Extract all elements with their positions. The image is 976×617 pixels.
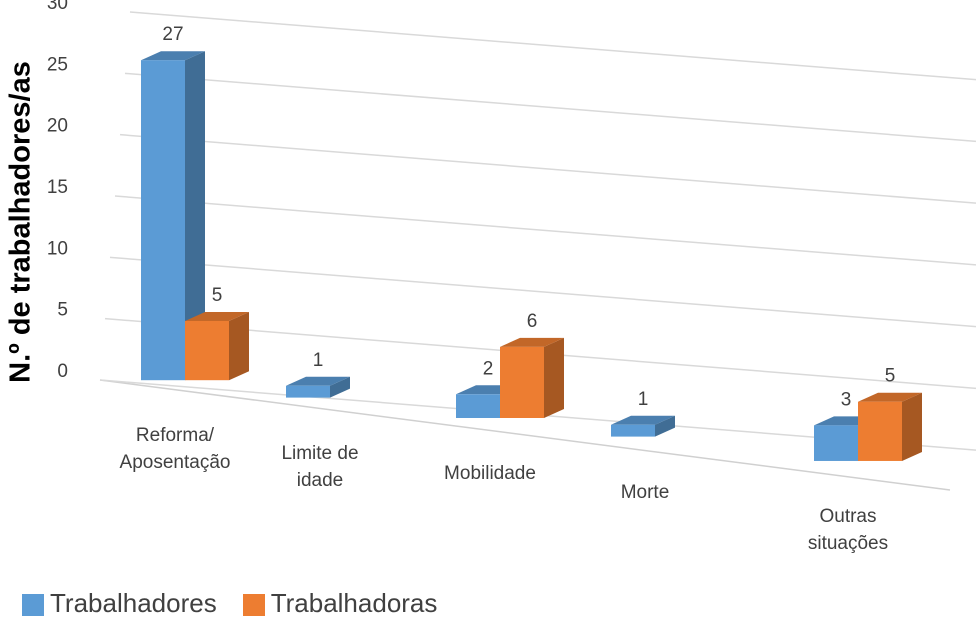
data-label: 3 (841, 389, 852, 410)
bar-side (185, 51, 205, 381)
legend-label: Trabalhadores (50, 588, 217, 617)
bar-side (229, 311, 249, 381)
data-label: 27 (162, 24, 183, 45)
bar-front (456, 394, 500, 418)
y-tick-label: 10 (47, 238, 68, 259)
bar-top (858, 392, 922, 402)
bar (858, 392, 922, 461)
bar (611, 415, 675, 437)
x-tick-label: Mobilidade (444, 463, 536, 484)
y-tick-label: 15 (47, 177, 68, 198)
legend-label: Trabalhadoras (270, 588, 438, 617)
bar-front (611, 424, 655, 437)
grid-line (129, 11, 976, 81)
bar-top (141, 51, 205, 61)
legend-swatch (242, 594, 265, 617)
bar-front (286, 385, 330, 398)
y-tick-label: 5 (57, 300, 68, 321)
legend-item: Trabalhadoras (242, 588, 438, 617)
bar-top (500, 337, 564, 347)
x-tick-label: Reforma/ Aposentação (119, 425, 231, 474)
bar-side (330, 376, 350, 398)
y-tick-label: 25 (47, 54, 68, 75)
bar (141, 51, 205, 381)
y-tick-label: 0 (57, 361, 68, 382)
bar-top (611, 415, 675, 425)
y-axis-label: N.º de trabalhadores/as (5, 61, 37, 383)
data-label: 1 (313, 350, 324, 371)
data-label: 1 (638, 389, 649, 410)
data-label: 6 (527, 311, 538, 332)
bar (286, 376, 350, 398)
x-tick-label: Morte (620, 481, 670, 503)
legend: Trabalhadores Trabalhadoras (22, 588, 437, 617)
bar-front (858, 401, 902, 461)
legend-swatch (22, 594, 44, 617)
bar-front (185, 320, 229, 381)
floor-edge (99, 379, 951, 491)
bar-top (185, 311, 249, 321)
x-tick-label: Outras situações (807, 505, 889, 554)
bar-front (141, 60, 185, 381)
y-tick-label: 20 (47, 116, 68, 137)
bar (500, 337, 564, 418)
x-tick-label: Limite de idade (281, 442, 359, 491)
data-label: 2 (483, 358, 494, 379)
legend-item: Trabalhadores (22, 588, 217, 617)
data-label: 5 (212, 285, 223, 306)
y-tick-label: 30 (47, 0, 68, 14)
grid-line (109, 256, 976, 328)
bar-top (286, 376, 350, 386)
bar-side (544, 337, 564, 418)
grid-line (124, 72, 976, 143)
bar-side (902, 392, 922, 461)
grid-line (119, 133, 976, 204)
bar-front (814, 425, 858, 461)
data-label: 5 (885, 366, 896, 387)
grid-line (114, 195, 976, 266)
bar (185, 311, 249, 381)
bar-front (500, 346, 544, 418)
bar-side (655, 415, 675, 437)
